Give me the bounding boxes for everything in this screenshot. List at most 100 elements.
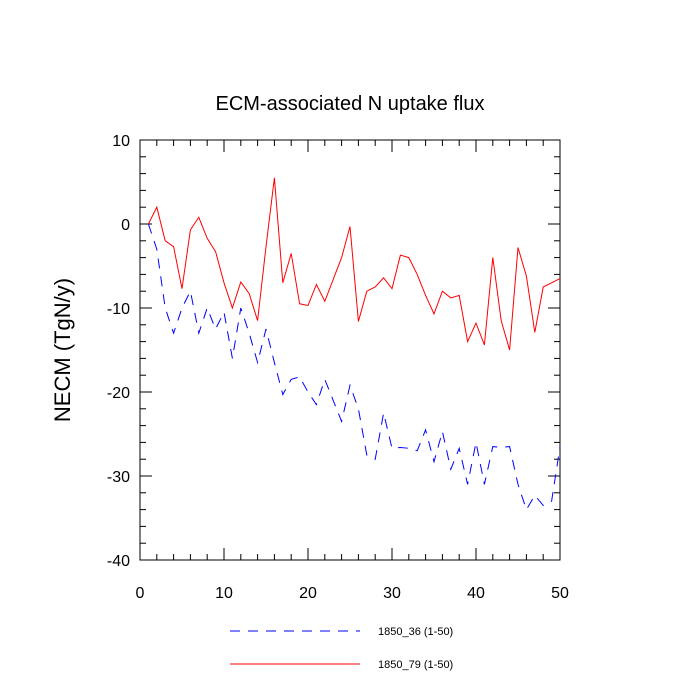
data-point: [382, 276, 385, 279]
data-point: [500, 446, 503, 449]
data-point: [416, 449, 419, 452]
data-point: [382, 412, 385, 415]
legend-label-2: 1850_79 (1-50): [378, 659, 453, 671]
data-point: [449, 296, 452, 299]
data-point: [491, 256, 494, 259]
data-point: [542, 504, 545, 507]
data-point: [189, 290, 192, 293]
data-point: [239, 280, 242, 283]
series-1: [147, 223, 562, 511]
data-point: [281, 281, 284, 284]
axis-tick-labels: 0 10 20 30 40 50 10 0 -10 -20 -30 -40: [107, 133, 569, 602]
data-point: [239, 307, 242, 310]
data-point: [365, 290, 368, 293]
data-point: [332, 399, 335, 402]
data-point: [181, 307, 184, 310]
data-point: [391, 447, 394, 450]
x-tick-label: 20: [299, 585, 317, 602]
data-point: [323, 378, 326, 381]
data-point: [248, 292, 251, 295]
y-axis-label: NECM (TgN/y): [50, 278, 75, 422]
data-point: [533, 331, 536, 334]
data-point: [155, 206, 158, 209]
data-point: [466, 483, 469, 486]
series-line-1: [147, 223, 561, 511]
data-point: [214, 250, 217, 253]
data-point: [399, 254, 402, 257]
data-point: [206, 307, 209, 310]
data-point: [433, 460, 436, 463]
data-point: [391, 287, 394, 290]
data-point: [231, 307, 234, 310]
data-point: [340, 420, 343, 423]
data-point: [164, 239, 167, 242]
data-point: [164, 307, 167, 310]
x-tick-label: 0: [136, 585, 145, 602]
data-point: [508, 445, 511, 448]
data-point: [399, 446, 402, 449]
data-point: [508, 349, 511, 352]
y-tick-label: -20: [107, 385, 130, 402]
data-point: [181, 287, 184, 290]
series-2: [147, 176, 562, 352]
data-point: [407, 447, 410, 450]
data-point: [449, 468, 452, 471]
data-point: [357, 320, 360, 323]
data-point: [197, 216, 200, 219]
data-point: [466, 340, 469, 343]
data-point: [307, 391, 310, 394]
data-point: [248, 332, 251, 335]
legend-label-1: 1850_36 (1-50): [378, 626, 453, 638]
data-point: [273, 176, 276, 179]
data-point: [525, 508, 528, 511]
x-tick-label: 30: [383, 585, 401, 602]
data-point: [223, 311, 226, 314]
data-point: [231, 357, 234, 360]
data-point: [525, 275, 528, 278]
x-tick-label: 10: [215, 585, 233, 602]
data-point: [374, 458, 377, 461]
y-tick-label: -40: [107, 553, 130, 570]
legend: 1850_36 (1-50) 1850_79 (1-50): [230, 626, 453, 671]
data-point: [517, 483, 520, 486]
data-point: [206, 237, 209, 240]
data-point: [433, 312, 436, 315]
data-point: [559, 445, 562, 448]
data-point: [349, 384, 352, 387]
data-point: [298, 302, 301, 305]
data-point: [416, 273, 419, 276]
data-point: [172, 245, 175, 248]
data-point: [265, 328, 268, 331]
data-point: [441, 290, 444, 293]
data-point: [458, 447, 461, 450]
data-point: [475, 441, 478, 444]
series-layer: [147, 176, 562, 511]
data-point: [265, 245, 268, 248]
data-point: [147, 223, 150, 226]
axis-ticks: [139, 139, 561, 561]
data-point: [483, 483, 486, 486]
data-point: [172, 332, 175, 335]
data-point: [517, 246, 520, 249]
data-point: [475, 322, 478, 325]
data-point: [542, 286, 545, 289]
data-point: [315, 283, 318, 286]
data-point: [559, 277, 562, 280]
data-point: [281, 393, 284, 396]
y-tick-label: -10: [107, 301, 130, 318]
data-point: [424, 294, 427, 297]
data-point: [458, 294, 461, 297]
data-point: [307, 304, 310, 307]
y-tick-label: -30: [107, 469, 130, 486]
data-point: [550, 500, 553, 503]
data-point: [290, 378, 293, 381]
data-point: [256, 319, 259, 322]
data-point: [441, 430, 444, 433]
data-point: [189, 228, 192, 231]
data-point: [550, 281, 553, 284]
data-point: [256, 361, 259, 364]
data-point: [500, 319, 503, 322]
y-tick-label: 0: [121, 217, 130, 234]
data-point: [290, 252, 293, 255]
data-point: [357, 407, 360, 410]
